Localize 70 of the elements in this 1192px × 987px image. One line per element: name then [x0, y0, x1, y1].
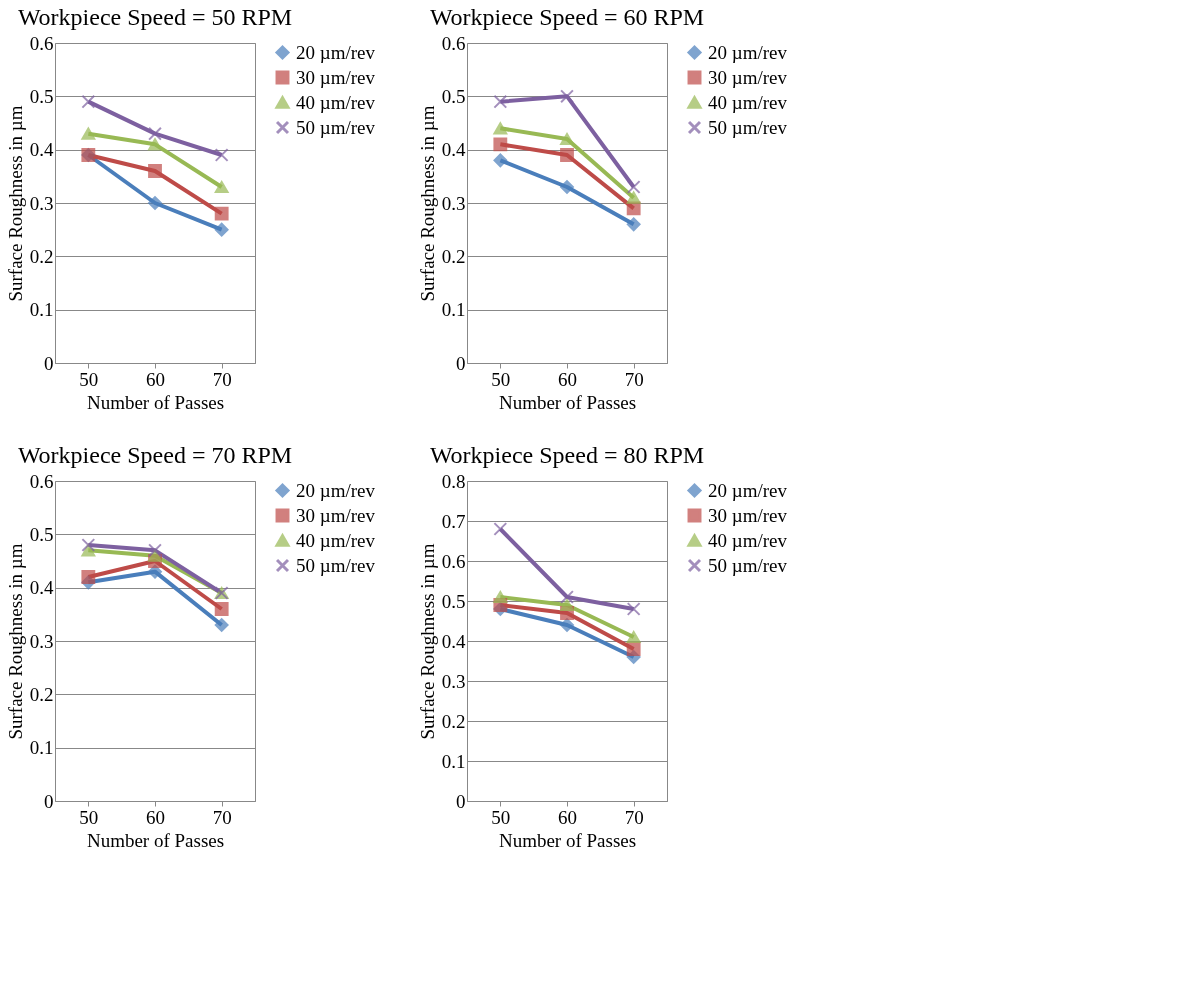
x-tick-label: 60 [558, 806, 577, 828]
legend-label: 40 µm/rev [296, 529, 376, 551]
y-tick-label: 0.3 [29, 630, 54, 652]
y-tick-label: 0.2 [29, 683, 54, 705]
x-tick-label: 70 [212, 368, 232, 390]
legend-label: 40 µm/rev [708, 91, 788, 113]
y-tick-label: 0.1 [29, 299, 54, 321]
legend-label: 40 µm/rev [708, 529, 788, 551]
x-tick-label: 70 [624, 368, 644, 390]
legend-label: 30 µm/rev [708, 66, 788, 88]
y-tick-label: 0.5 [441, 590, 466, 612]
x-tick-label: 60 [558, 368, 577, 390]
x-axis-title: Number of Passes [86, 391, 225, 413]
y-tick-label: 0.6 [441, 550, 466, 572]
y-tick-label: 0 [456, 790, 466, 812]
legend-label: 50 µm/rev [296, 554, 376, 576]
y-tick-label: 0.5 [441, 85, 466, 107]
legend-label: 50 µm/rev [296, 116, 376, 138]
legend-label: 30 µm/rev [296, 66, 376, 88]
y-tick-label: 0.6 [29, 32, 54, 54]
chart-title: Workpiece Speed = 80 RPM [429, 442, 705, 468]
y-axis-title: Surface Roughness in µm [416, 543, 438, 740]
y-tick-label: 0 [44, 352, 54, 374]
chart-title: Workpiece Speed = 50 RPM [17, 4, 293, 30]
chart-title: Workpiece Speed = 60 RPM [429, 4, 705, 30]
x-tick-label: 70 [624, 806, 644, 828]
legend-label: 50 µm/rev [708, 554, 788, 576]
y-tick-label: 0.7 [441, 510, 466, 532]
y-tick-label: 0.2 [29, 245, 54, 267]
y-tick-label: 0.1 [441, 750, 466, 772]
legend-label: 20 µm/rev [296, 41, 376, 63]
y-tick-label: 0.3 [441, 670, 466, 692]
x-tick-label: 50 [79, 368, 99, 390]
y-tick-label: 0.4 [29, 577, 54, 599]
y-tick-label: 0 [44, 790, 54, 812]
legend-label: 50 µm/rev [708, 116, 788, 138]
y-axis-title: Surface Roughness in µm [4, 543, 26, 740]
y-tick-label: 0.5 [29, 523, 54, 545]
y-tick-label: 0.1 [29, 737, 54, 759]
y-axis-title: Surface Roughness in µm [416, 105, 438, 302]
y-tick-label: 0 [456, 352, 466, 374]
x-tick-label: 70 [212, 806, 232, 828]
x-tick-label: 60 [146, 806, 165, 828]
x-axis-title: Number of Passes [86, 829, 225, 851]
x-axis-title: Number of Passes [498, 391, 637, 413]
y-tick-label: 0.8 [441, 470, 466, 492]
legend-label: 30 µm/rev [296, 504, 376, 526]
y-tick-label: 0.3 [29, 192, 54, 214]
y-tick-label: 0.4 [441, 630, 466, 652]
y-tick-label: 0.6 [441, 32, 466, 54]
x-tick-label: 50 [491, 806, 511, 828]
x-axis-title: Number of Passes [498, 829, 637, 851]
y-tick-label: 0.1 [441, 299, 466, 321]
x-tick-label: 50 [491, 368, 511, 390]
y-tick-label: 0.4 [441, 139, 466, 161]
y-tick-label: 0.5 [29, 85, 54, 107]
y-tick-label: 0.3 [441, 192, 466, 214]
x-tick-label: 60 [146, 368, 165, 390]
legend-label: 20 µm/rev [708, 41, 788, 63]
legend-label: 20 µm/rev [296, 479, 376, 501]
legend-label: 30 µm/rev [708, 504, 788, 526]
x-tick-label: 50 [79, 806, 99, 828]
y-tick-label: 0.6 [29, 470, 54, 492]
y-tick-label: 0.4 [29, 139, 54, 161]
legend-label: 20 µm/rev [708, 479, 788, 501]
legend-label: 40 µm/rev [296, 91, 376, 113]
y-axis-title: Surface Roughness in µm [4, 105, 26, 302]
y-tick-label: 0.2 [441, 245, 466, 267]
y-tick-label: 0.2 [441, 710, 466, 732]
chart-title: Workpiece Speed = 70 RPM [17, 442, 293, 468]
